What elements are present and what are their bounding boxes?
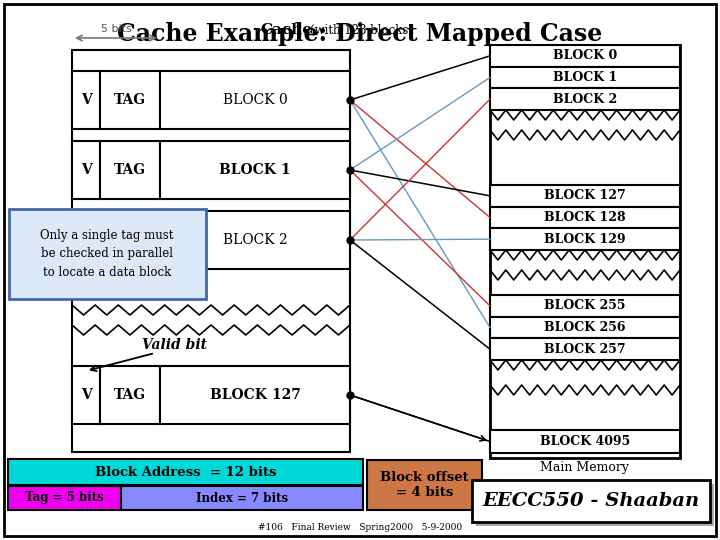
Text: BLOCK 0: BLOCK 0 xyxy=(553,49,617,62)
Text: BLOCK 127: BLOCK 127 xyxy=(210,388,300,402)
Bar xyxy=(160,71,350,129)
Text: BLOCK 127: BLOCK 127 xyxy=(544,190,626,202)
Bar xyxy=(160,141,350,199)
Bar xyxy=(490,66,680,89)
Text: EECC550 - Shaaban: EECC550 - Shaaban xyxy=(482,492,700,510)
Text: BLOCK 1: BLOCK 1 xyxy=(219,163,291,177)
Bar xyxy=(490,430,680,453)
Text: TAG: TAG xyxy=(114,163,146,177)
Text: V: V xyxy=(81,388,91,402)
Text: BLOCK 129: BLOCK 129 xyxy=(544,233,626,246)
Text: BLOCK 0: BLOCK 0 xyxy=(222,93,287,107)
Text: Only a single tag must
be checked in parallel
to locate a data block: Only a single tag must be checked in par… xyxy=(40,228,174,280)
Bar xyxy=(476,484,714,526)
Text: Cache: Cache xyxy=(260,23,312,37)
Bar xyxy=(490,316,680,339)
Text: BLOCK 1: BLOCK 1 xyxy=(553,71,617,84)
Bar xyxy=(100,141,160,199)
Text: BLOCK 128: BLOCK 128 xyxy=(544,211,626,224)
Text: Tag = 5 bits: Tag = 5 bits xyxy=(25,491,104,504)
Bar xyxy=(72,50,350,452)
Bar xyxy=(72,366,100,424)
Bar xyxy=(490,228,680,250)
Bar xyxy=(8,459,363,485)
Bar xyxy=(490,295,680,316)
Bar xyxy=(490,45,680,66)
FancyBboxPatch shape xyxy=(9,209,206,299)
Text: BLOCK 256: BLOCK 256 xyxy=(544,321,626,334)
Text: BLOCK 2: BLOCK 2 xyxy=(222,233,287,247)
Bar xyxy=(8,486,121,510)
Bar xyxy=(100,71,160,129)
Text: TAG: TAG xyxy=(114,233,146,247)
Text: Block Address  = 12 bits: Block Address = 12 bits xyxy=(95,465,276,478)
Bar xyxy=(72,71,100,129)
Text: BLOCK 255: BLOCK 255 xyxy=(544,299,626,312)
Text: Valid bit: Valid bit xyxy=(143,338,207,352)
Bar xyxy=(490,185,680,207)
Bar xyxy=(72,211,100,269)
Bar xyxy=(490,339,680,360)
Text: V: V xyxy=(81,233,91,247)
Bar xyxy=(160,366,350,424)
Text: TAG: TAG xyxy=(114,388,146,402)
Text: #106   Final Review   Spring2000   5-9-2000: #106 Final Review Spring2000 5-9-2000 xyxy=(258,523,462,532)
Text: BLOCK 257: BLOCK 257 xyxy=(544,343,626,356)
Bar xyxy=(72,141,100,199)
Bar xyxy=(100,366,160,424)
Bar xyxy=(100,211,160,269)
Bar xyxy=(490,207,680,228)
Bar xyxy=(472,480,710,522)
Bar xyxy=(121,486,363,510)
Bar xyxy=(490,89,680,110)
Text: (with 128 blocks): (with 128 blocks) xyxy=(310,24,413,37)
Text: V: V xyxy=(81,93,91,107)
Text: BLOCK 4095: BLOCK 4095 xyxy=(540,435,630,448)
Text: Main Memory: Main Memory xyxy=(541,462,629,475)
Text: V: V xyxy=(81,163,91,177)
Bar xyxy=(160,211,350,269)
Bar xyxy=(367,460,482,510)
Text: TAG: TAG xyxy=(114,93,146,107)
Text: BLOCK 2: BLOCK 2 xyxy=(553,93,617,106)
Text: Cache Example: Direct Mapped Case: Cache Example: Direct Mapped Case xyxy=(117,22,603,46)
Text: Block offset
= 4 bits: Block offset = 4 bits xyxy=(380,471,469,499)
Text: Index = 7 bits: Index = 7 bits xyxy=(196,491,288,504)
Text: 5 bits: 5 bits xyxy=(101,24,131,34)
Bar xyxy=(490,45,680,458)
